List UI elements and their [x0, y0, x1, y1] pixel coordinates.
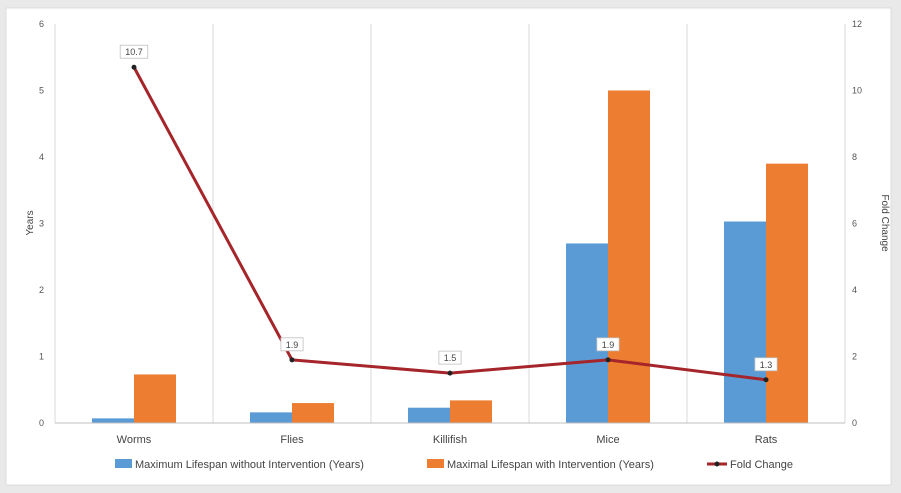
y2-tick-label-8: 8 — [852, 152, 857, 162]
fold-change-point-flies — [289, 357, 295, 363]
data-label-box-flies — [280, 337, 304, 352]
data-label-rats: 1.3 — [760, 360, 773, 370]
y2-axis-title: Fold Change — [879, 194, 890, 252]
fold-change-point-worms — [131, 64, 137, 70]
y-tick-label-4: 4 — [39, 152, 44, 162]
data-label-box-killifish — [438, 350, 462, 365]
bar-rats-without-intervention — [724, 221, 766, 423]
fold-change-point-mice — [605, 357, 611, 363]
x-tick-label-rats: Rats — [755, 434, 778, 446]
data-label-box-mice — [596, 337, 620, 352]
y-tick-label-5: 5 — [39, 86, 44, 96]
y-axis-title: Years — [25, 210, 36, 235]
bar-worms-without-intervention — [92, 418, 134, 423]
x-tick-label-worms: Worms — [117, 434, 152, 446]
x-tick-label-flies: Flies — [280, 434, 304, 446]
legend-label-1: Maximal Lifespan with Intervention (Year… — [447, 459, 654, 471]
data-label-worms: 10.7 — [125, 47, 143, 57]
legend-swatch-1 — [427, 459, 444, 468]
x-tick-label-mice: Mice — [596, 434, 619, 446]
y-tick-label-6: 6 — [39, 19, 44, 29]
data-label-box-worms — [119, 44, 149, 59]
data-label-mice: 1.9 — [602, 340, 615, 350]
bar-flies-without-intervention — [250, 412, 292, 423]
legend-label-0: Maximum Lifespan without Intervention (Y… — [135, 459, 364, 471]
bars — [92, 90, 808, 423]
y2-tick-label-6: 6 — [852, 219, 857, 229]
bar-killifish-without-intervention — [408, 407, 450, 423]
y2-tick-label-2: 2 — [852, 352, 857, 362]
data-label-flies: 1.9 — [286, 340, 299, 350]
y-tick-label-2: 2 — [39, 285, 44, 295]
y2-tick-label-10: 10 — [852, 86, 862, 96]
legend-marker-2 — [714, 461, 720, 467]
bar-flies-with-intervention — [292, 403, 334, 423]
bar-mice-without-intervention — [566, 243, 608, 423]
fold-change-line — [131, 64, 769, 383]
axes: Worms Flies Killifish Mice Rats0123456024681… — [39, 19, 862, 446]
fold-change-point-killifish — [447, 370, 453, 376]
legend-label-2: Fold Change — [730, 459, 793, 471]
bar-rats-with-intervention — [766, 163, 808, 423]
y2-tick-label-4: 4 — [852, 285, 857, 295]
y2-tick-label-0: 0 — [852, 418, 857, 428]
y2-tick-label-12: 12 — [852, 19, 862, 29]
fold-change-point-rats — [763, 377, 769, 383]
data-labels: 10.7 1.9 1.5 1.9 1.3 — [119, 44, 778, 372]
y-tick-label-3: 3 — [39, 219, 44, 229]
bar-worms-with-intervention — [134, 374, 176, 423]
gridlines — [54, 24, 846, 423]
legend-swatch-0 — [115, 459, 132, 468]
x-tick-label-killifish: Killifish — [433, 434, 467, 446]
y-tick-label-0: 0 — [39, 418, 44, 428]
data-label-killifish: 1.5 — [444, 353, 457, 363]
data-label-box-rats — [754, 357, 778, 372]
bar-mice-with-intervention — [608, 90, 650, 423]
y-tick-label-1: 1 — [39, 352, 44, 362]
legend: Maximum Lifespan without Intervention (Y… — [115, 459, 793, 471]
bar-killifish-with-intervention — [450, 400, 492, 423]
